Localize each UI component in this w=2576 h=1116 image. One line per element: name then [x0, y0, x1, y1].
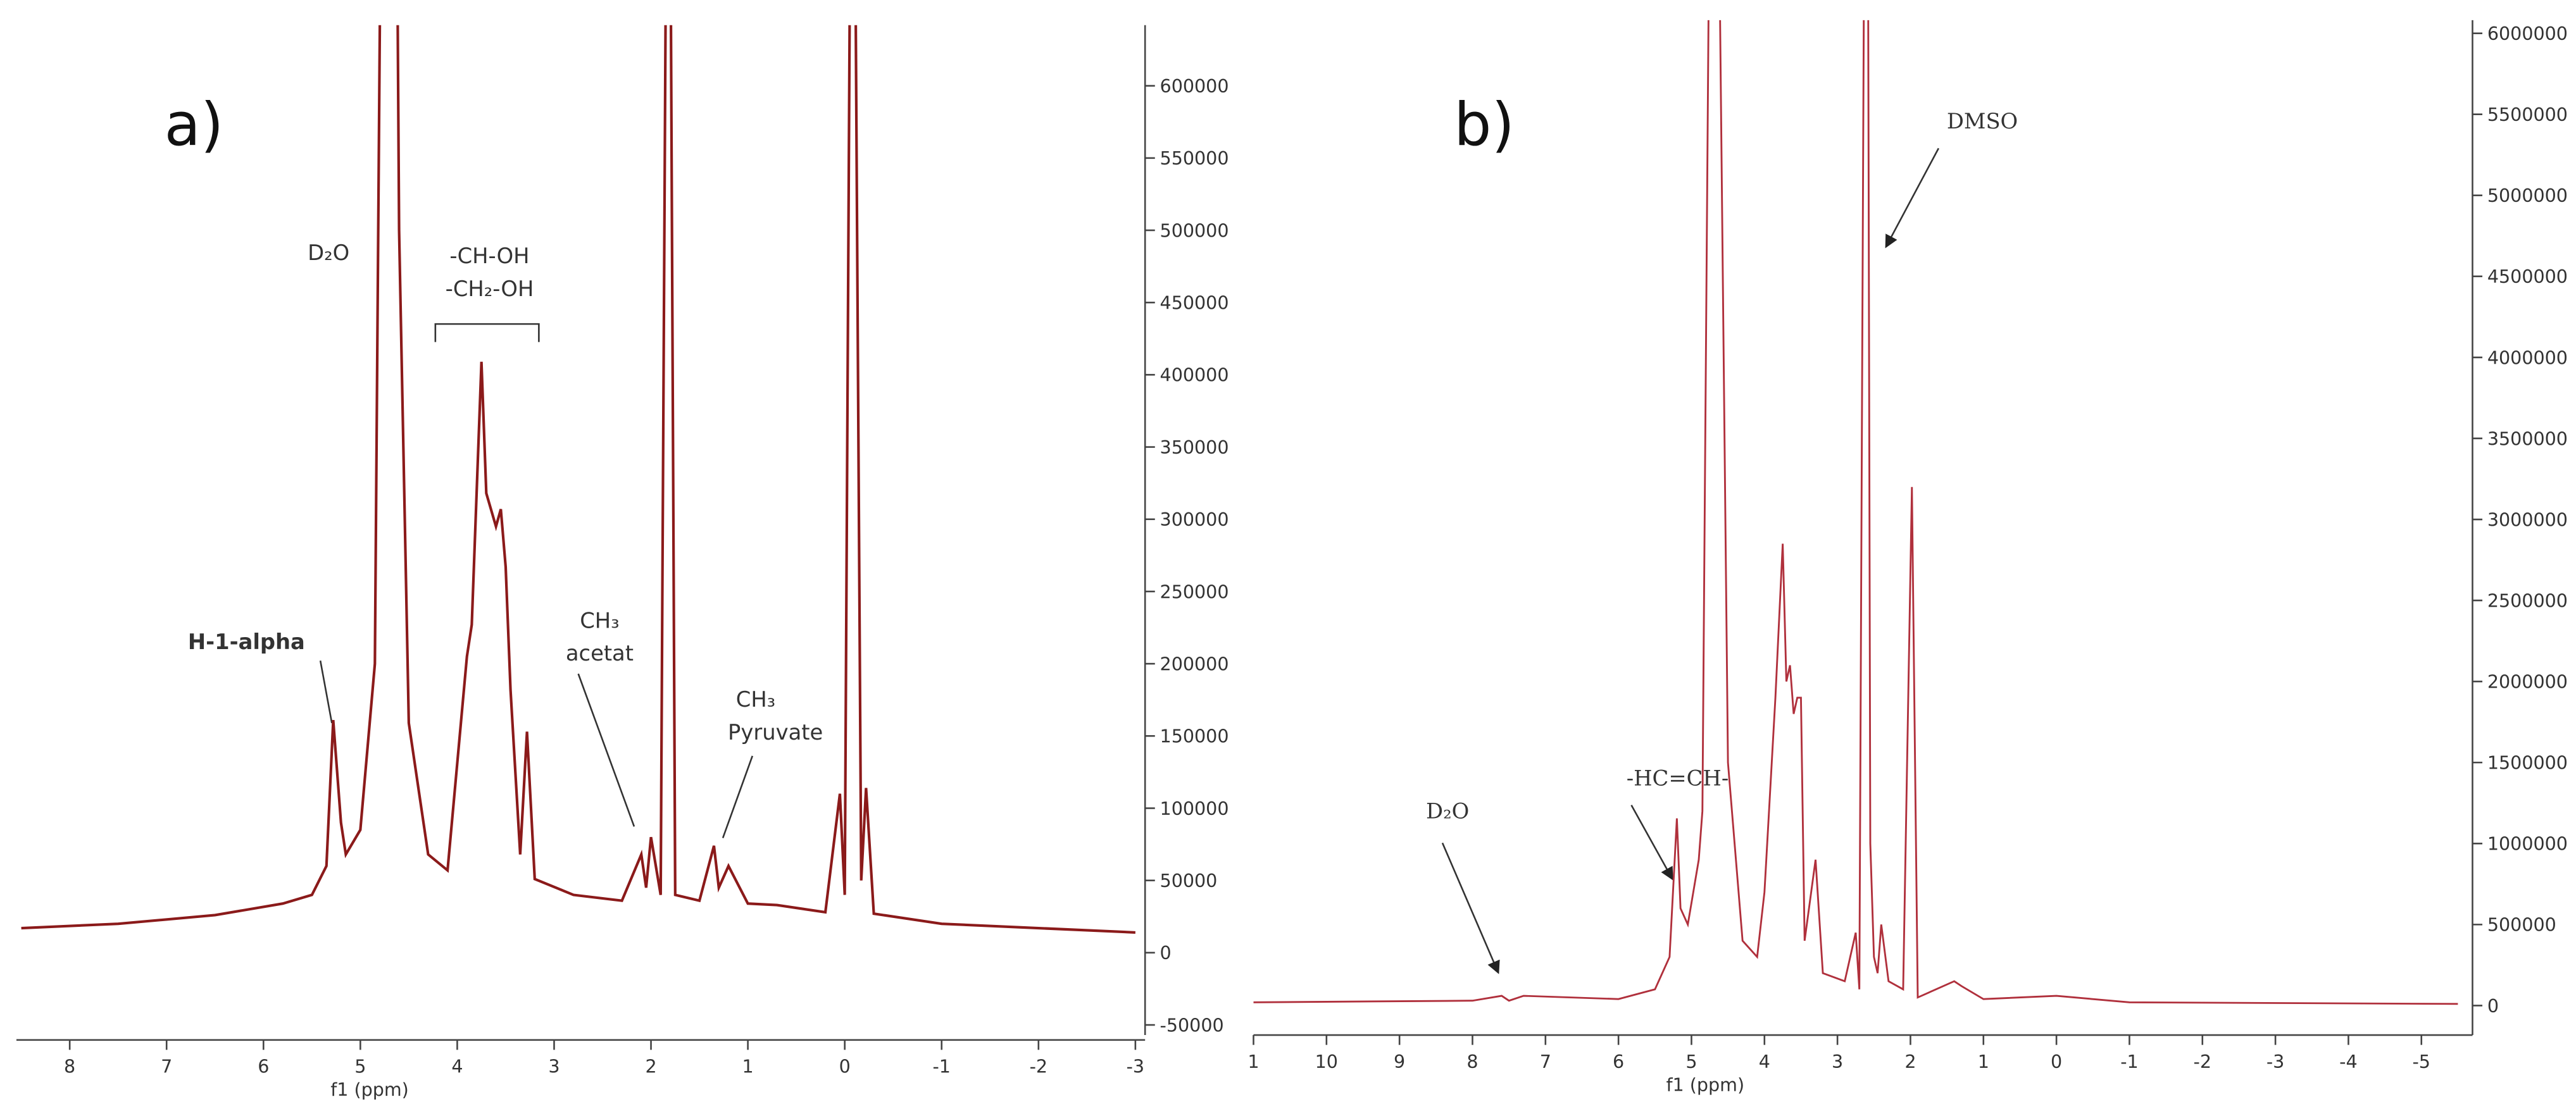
x-tick-label: 1 — [1247, 1051, 1259, 1072]
annotation: DMSO — [1947, 109, 2018, 133]
x-tick-label: 5 — [1685, 1051, 1697, 1072]
annotation: -CH₂-OH — [446, 276, 534, 301]
x-tick-label: 1 — [1978, 1051, 1989, 1072]
x-tick-label: 7 — [161, 1056, 172, 1077]
x-tick-label: 3 — [548, 1056, 560, 1077]
panel-label: a) — [165, 90, 224, 159]
y-tick-label: 0 — [2487, 995, 2499, 1017]
x-tick-label: -3 — [1127, 1056, 1144, 1077]
annotation: H-1-alpha — [188, 629, 305, 654]
y-tick-label: 3500000 — [2487, 428, 2568, 449]
annotation-lines — [319, 147, 1940, 974]
y-tick-label: 4500000 — [2487, 266, 2568, 287]
y-tick-label: 5000000 — [2487, 185, 2568, 206]
x-tick-label: 0 — [2051, 1051, 2062, 1072]
y-tick-label: 0 — [1160, 942, 1172, 964]
annotation: CH₃ — [580, 608, 619, 633]
y-tick-label: 450000 — [1160, 292, 1229, 314]
y-tick-label: 2000000 — [2487, 671, 2568, 693]
y-tick-label: 4000000 — [2487, 347, 2568, 368]
x-tick-label: -3 — [2267, 1051, 2284, 1072]
y-tick-label: 5500000 — [2487, 104, 2568, 125]
spectrum-line — [1253, 20, 2458, 1005]
x-tick-label: 6 — [1613, 1051, 1624, 1072]
y-tick-label: 1000000 — [2487, 833, 2568, 855]
y-tick-label: 2500000 — [2487, 590, 2568, 611]
y-tick-label: 1500000 — [2487, 752, 2568, 774]
x-axis-label: f1 (ppm) — [1666, 1074, 1744, 1095]
annotation: acetat — [566, 641, 634, 666]
annotation: Pyruvate — [728, 720, 823, 745]
x-tick-label: 0 — [839, 1056, 851, 1077]
x-tick-label: 2 — [1904, 1051, 1916, 1072]
y-tick-label: 400000 — [1160, 364, 1229, 386]
annotation: -CH-OH — [449, 244, 529, 268]
y-tick-label: 3000000 — [2487, 509, 2568, 530]
x-tick-label: 4 — [1759, 1051, 1770, 1072]
x-tick-label: -4 — [2339, 1051, 2357, 1072]
y-tick-label: 500000 — [1160, 220, 1229, 241]
x-tick-label: 8 — [1466, 1051, 1478, 1072]
panel-label: b) — [1454, 90, 1515, 159]
x-tick-label: 7 — [1540, 1051, 1551, 1072]
y-tick-label: 100000 — [1160, 798, 1229, 819]
x-tick-label: 9 — [1394, 1051, 1405, 1072]
y-tick-label: 500000 — [2487, 914, 2556, 936]
x-tick-label: -5 — [2413, 1051, 2430, 1072]
y-tick-label: 300000 — [1160, 509, 1229, 530]
y-tick-label: 50000 — [1160, 870, 1218, 891]
x-tick-label: -2 — [1030, 1056, 1047, 1077]
y-tick-label: 200000 — [1160, 654, 1229, 675]
y-tick-label: 6000000 — [2487, 23, 2568, 44]
y-tick-label: -50000 — [1160, 1014, 1224, 1036]
x-tick-label: 5 — [354, 1056, 366, 1077]
y-tick-label: 150000 — [1160, 726, 1229, 747]
y-tick-label: 600000 — [1160, 75, 1229, 97]
x-tick-label: 2 — [645, 1056, 656, 1077]
spectrum-line — [21, 25, 1135, 934]
x-tick-label: 1 — [742, 1056, 754, 1077]
x-tick-label: 3 — [1832, 1051, 1843, 1072]
y-tick-label: 550000 — [1160, 147, 1229, 169]
annotation: D₂O — [1426, 798, 1469, 823]
y-tick-label: 350000 — [1160, 437, 1229, 458]
x-tick-label: -2 — [2194, 1051, 2211, 1072]
x-tick-label: 10 — [1315, 1051, 1338, 1072]
x-tick-label: 4 — [451, 1056, 463, 1077]
x-tick-label: -1 — [2120, 1051, 2138, 1072]
annotation: -HC=CH- — [1627, 766, 1729, 790]
annotation: CH₃ — [736, 687, 775, 712]
y-tick-label: 250000 — [1160, 581, 1229, 602]
x-axis-label: f1 (ppm) — [330, 1079, 409, 1100]
x-tick-label: 8 — [64, 1056, 75, 1077]
x-tick-label: 6 — [258, 1056, 269, 1077]
annotation: D₂O — [308, 240, 349, 265]
x-tick-label: -1 — [933, 1056, 951, 1077]
